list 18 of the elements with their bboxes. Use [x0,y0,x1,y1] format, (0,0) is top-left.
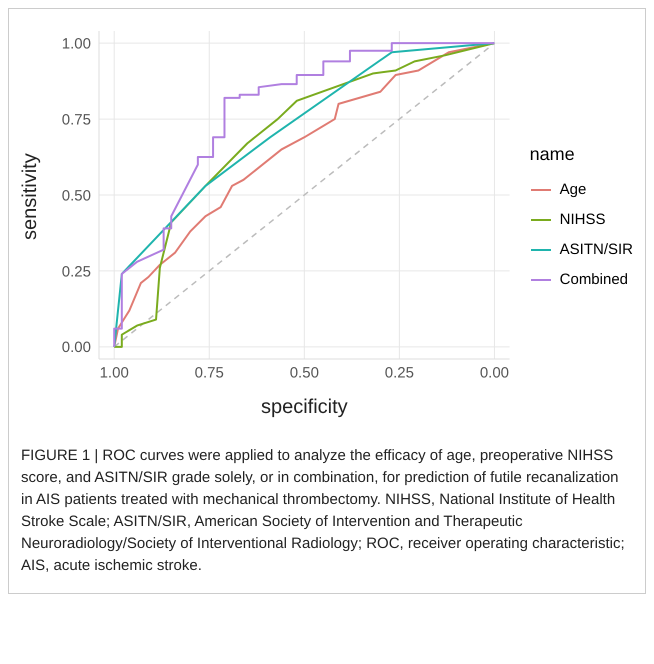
x-tick-label: 0.50 [290,364,319,382]
x-tick-label: 1.00 [100,364,129,382]
legend-label: NIHSS [560,211,606,228]
legend-label: ASITN/SIR [560,241,633,258]
legend-title: name [530,144,576,164]
y-tick-label: 0.50 [62,187,91,204]
legend-label: Age [560,181,586,198]
y-tick-label: 0.25 [62,263,91,280]
x-axis-title: specificity [260,396,348,418]
y-tick-label: 0.75 [62,111,91,128]
x-tick-label: 0.25 [384,364,414,382]
y-tick-label: 0.00 [62,339,91,356]
y-tick-label: 1.00 [62,35,91,52]
caption: FIGURE 1 | ROC curves were applied to analyze the efficacy of age, preoperative NIHSS score, and ASITN/SIR grade solely, or in combination, for prediction of futile recanalization in AIS patients treated with mechanical thrombectomy. NIHSS, National Institute of Health Stroke Scale; ASITN/SIR, American Society of Intervention and Therapeutic Neuroradiology/Society of Interventional Radiology; ROC, receiver operating characteristic; AIS, acute ischemic stroke. [21,446,626,576]
y-axis-title: sensitivity [19,153,42,240]
x-tick-label: 0.00 [480,364,510,382]
x-tick-label: 0.75 [194,364,224,382]
legend-label: Combined [560,271,628,288]
